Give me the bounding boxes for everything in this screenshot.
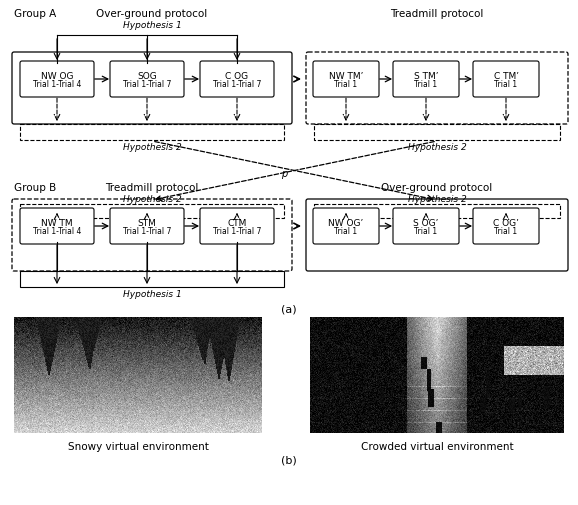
Text: (a): (a) xyxy=(281,304,297,314)
Text: Over-ground protocol: Over-ground protocol xyxy=(381,183,492,192)
Text: Hypothesis 2: Hypothesis 2 xyxy=(407,194,466,204)
Bar xyxy=(20,125,284,141)
Bar xyxy=(20,272,284,287)
Text: Group B: Group B xyxy=(14,183,56,192)
Text: C OG’: C OG’ xyxy=(493,219,519,228)
Text: Trial 1: Trial 1 xyxy=(335,80,358,89)
FancyBboxPatch shape xyxy=(110,62,184,98)
Text: Hypothesis 2: Hypothesis 2 xyxy=(123,143,181,152)
Bar xyxy=(20,205,284,219)
Text: Hypothesis 1: Hypothesis 1 xyxy=(123,289,181,298)
Text: C OG: C OG xyxy=(225,72,249,81)
Text: (b): (b) xyxy=(281,455,297,465)
Text: Crowded virtual environment: Crowded virtual environment xyxy=(361,441,513,451)
Text: C TM’: C TM’ xyxy=(494,72,518,81)
FancyBboxPatch shape xyxy=(12,199,292,272)
Text: Trial 1-Trial 7: Trial 1-Trial 7 xyxy=(123,227,171,235)
Text: Hypothesis 2: Hypothesis 2 xyxy=(407,143,466,152)
Text: Trial 1: Trial 1 xyxy=(414,227,438,235)
Text: Trial 1-Trial 4: Trial 1-Trial 4 xyxy=(33,227,81,235)
Text: Trial 1-Trial 7: Trial 1-Trial 7 xyxy=(213,227,261,235)
FancyBboxPatch shape xyxy=(306,199,568,272)
Text: Hypothesis 2: Hypothesis 2 xyxy=(123,194,181,204)
FancyBboxPatch shape xyxy=(306,53,568,125)
Text: NW TM’: NW TM’ xyxy=(329,72,363,81)
FancyBboxPatch shape xyxy=(393,62,459,98)
Text: Trial 1: Trial 1 xyxy=(335,227,358,235)
Text: SOG: SOG xyxy=(137,72,157,81)
Bar xyxy=(314,125,560,141)
FancyBboxPatch shape xyxy=(20,62,94,98)
Text: STM: STM xyxy=(138,219,157,228)
FancyBboxPatch shape xyxy=(200,62,274,98)
Text: Group A: Group A xyxy=(14,9,56,19)
FancyBboxPatch shape xyxy=(12,53,292,125)
Text: Trial 1: Trial 1 xyxy=(494,80,517,89)
FancyBboxPatch shape xyxy=(393,209,459,244)
Text: Hypothesis 1: Hypothesis 1 xyxy=(123,21,181,30)
Text: Treadmill protocol: Treadmill protocol xyxy=(105,183,199,192)
Text: Snowy virtual environment: Snowy virtual environment xyxy=(68,441,209,451)
Bar xyxy=(314,205,560,219)
Text: p: p xyxy=(281,168,288,178)
FancyBboxPatch shape xyxy=(200,209,274,244)
Text: NW OG’: NW OG’ xyxy=(328,219,364,228)
Text: Trial 1-Trial 4: Trial 1-Trial 4 xyxy=(33,80,81,89)
Text: Trial 1-Trial 7: Trial 1-Trial 7 xyxy=(123,80,171,89)
FancyBboxPatch shape xyxy=(20,209,94,244)
Text: Trial 1: Trial 1 xyxy=(414,80,438,89)
Text: S OG’: S OG’ xyxy=(413,219,439,228)
FancyBboxPatch shape xyxy=(473,62,539,98)
Text: NW OG: NW OG xyxy=(41,72,73,81)
FancyBboxPatch shape xyxy=(110,209,184,244)
Text: NW TM: NW TM xyxy=(41,219,73,228)
Text: Trial 1-Trial 7: Trial 1-Trial 7 xyxy=(213,80,261,89)
Text: CTM: CTM xyxy=(227,219,247,228)
Text: S TM’: S TM’ xyxy=(414,72,438,81)
Text: Treadmill protocol: Treadmill protocol xyxy=(390,9,484,19)
FancyBboxPatch shape xyxy=(313,62,379,98)
FancyBboxPatch shape xyxy=(313,209,379,244)
Text: Over-ground protocol: Over-ground protocol xyxy=(97,9,208,19)
Text: Trial 1: Trial 1 xyxy=(494,227,517,235)
FancyBboxPatch shape xyxy=(473,209,539,244)
